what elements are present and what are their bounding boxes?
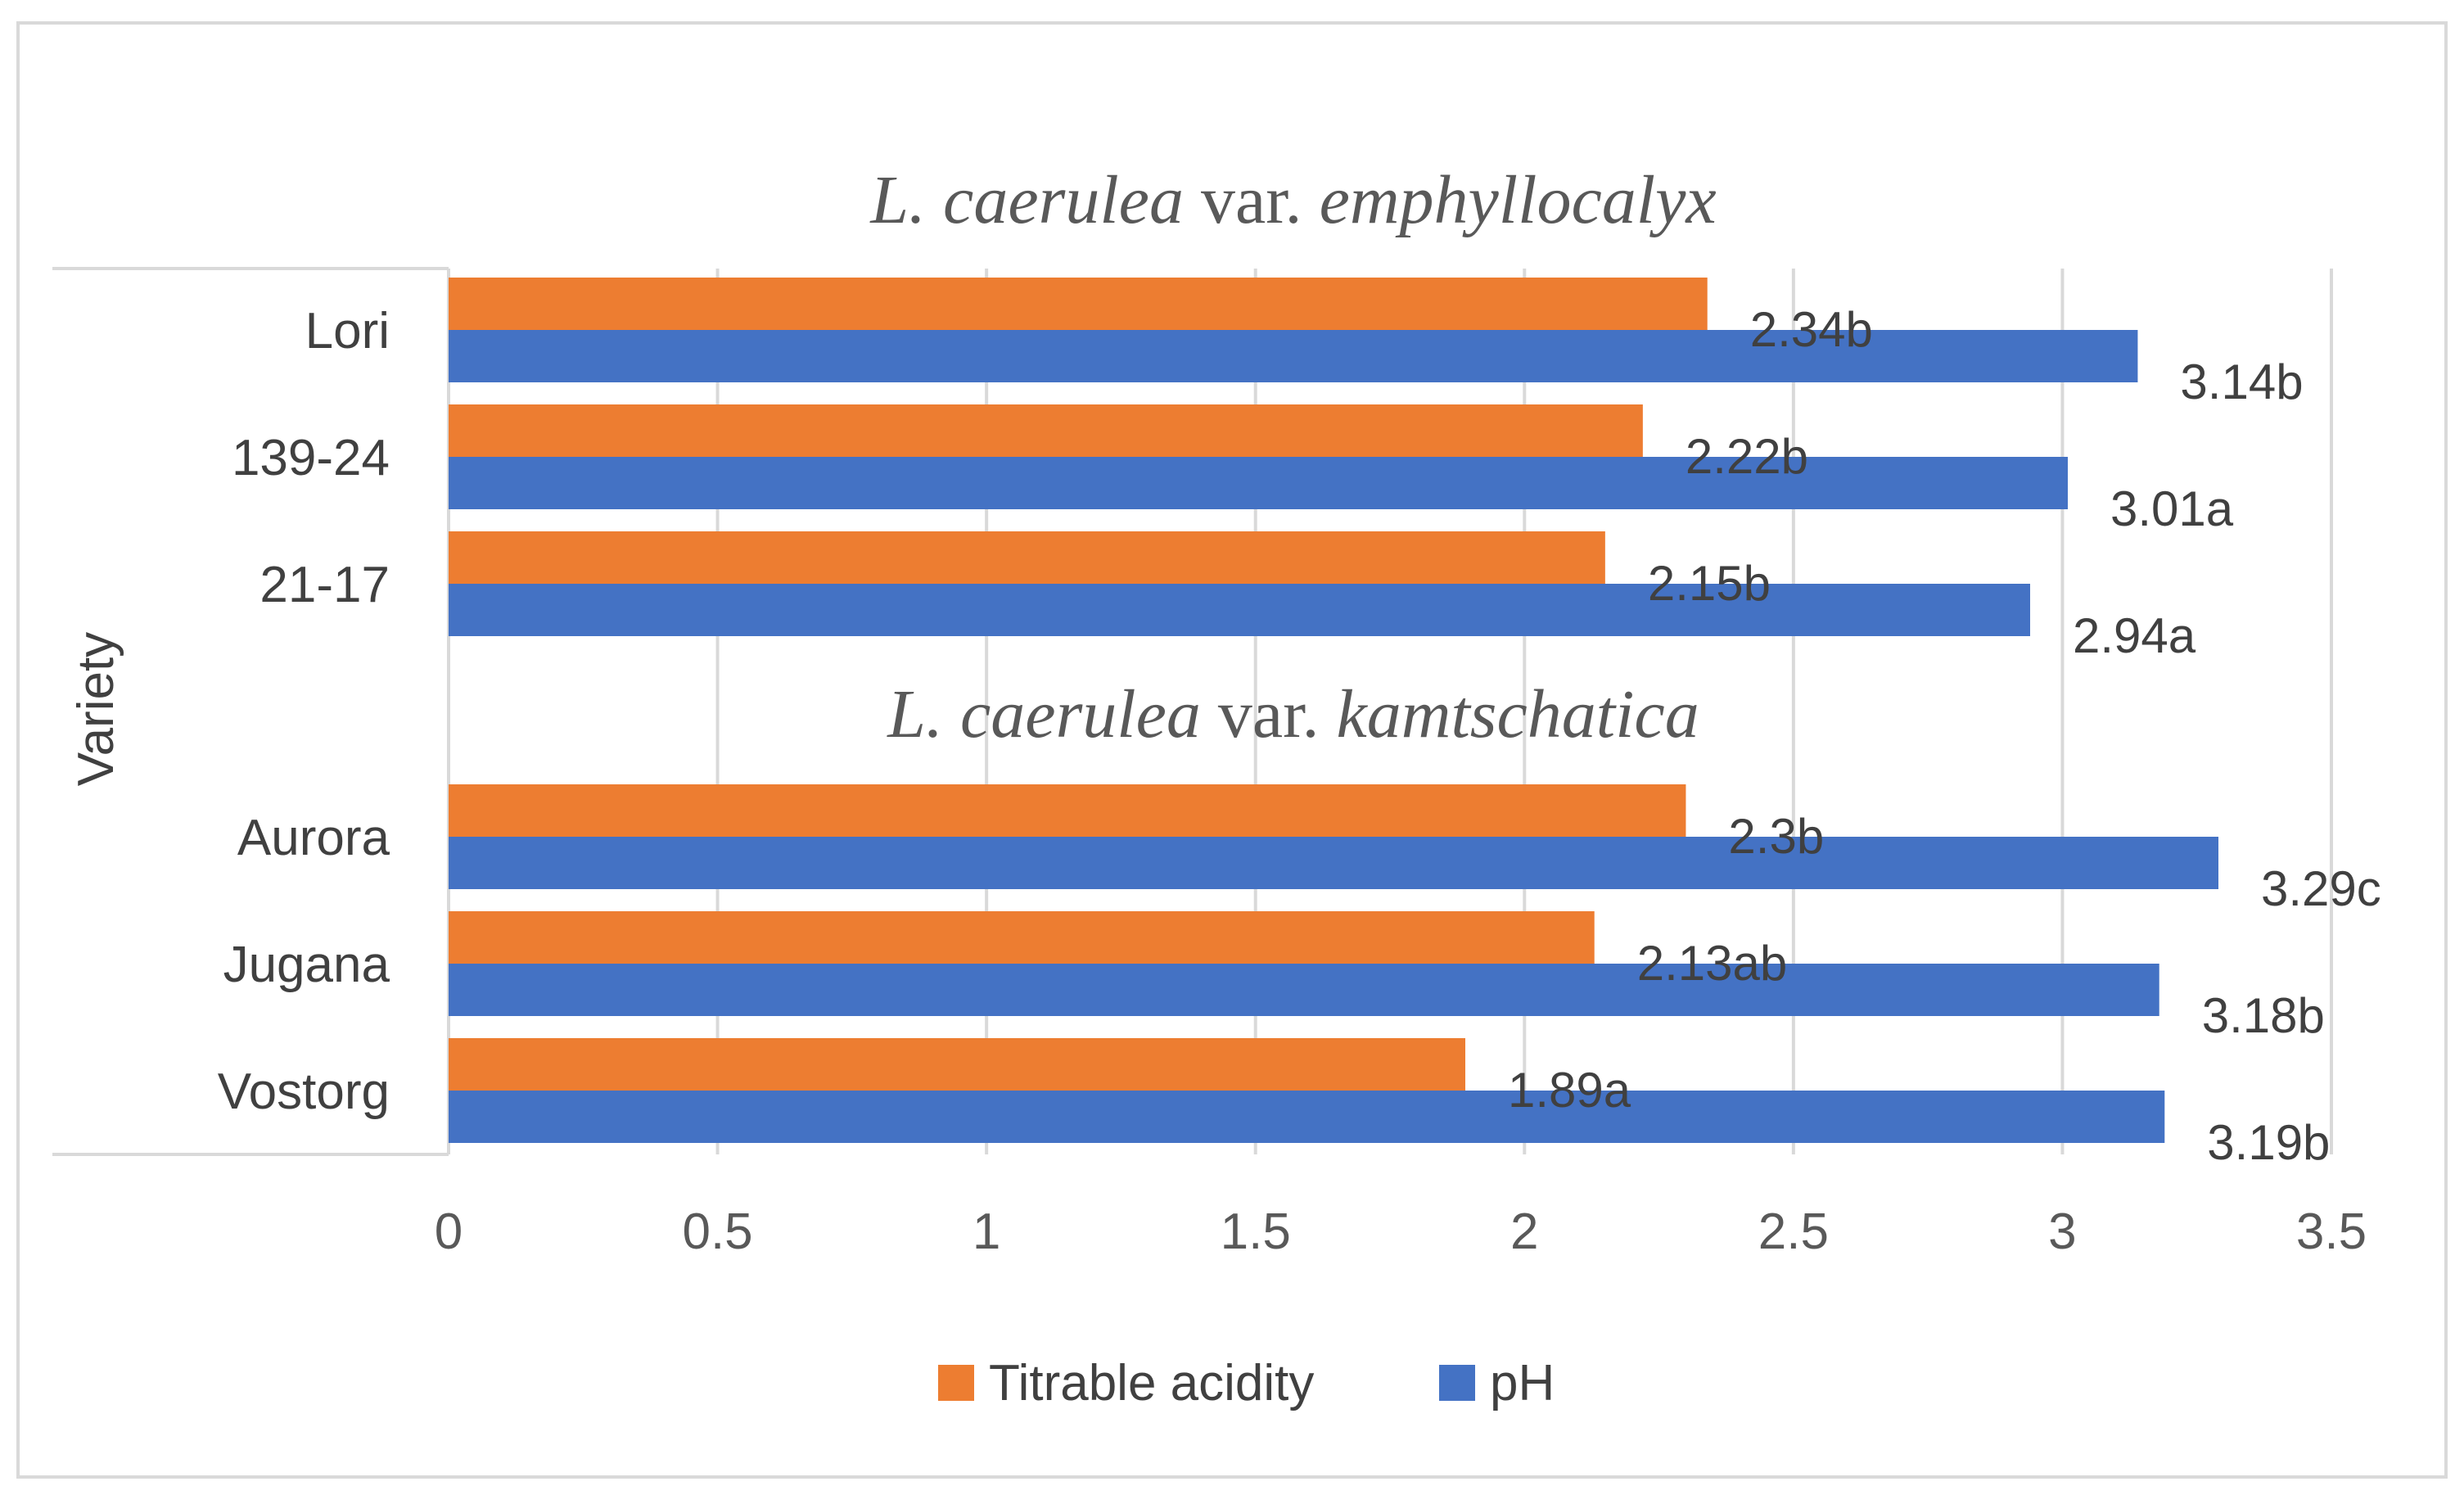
- y-axis-title: Variety: [68, 632, 124, 786]
- bar-titrable-acidity: [449, 1038, 1465, 1091]
- legend-label: Titrable acidity: [989, 1355, 1314, 1411]
- data-label: 3.18b: [2202, 988, 2325, 1043]
- bar-titrable-acidity: [449, 531, 1605, 584]
- data-label: 3.01a: [2110, 481, 2234, 536]
- data-label: 1.89a: [1508, 1063, 1631, 1118]
- category-label: 139-24: [232, 430, 390, 486]
- legend: Titrable acidity pH: [938, 1355, 1555, 1411]
- x-tick-labels: 0 0.5 1 1.5 2 2.5 3 3.5: [435, 1204, 2367, 1260]
- data-label: 3.19b: [2207, 1115, 2330, 1170]
- x-tick-label: 3: [2048, 1204, 2076, 1260]
- bar-ph: [449, 964, 2159, 1016]
- bar-ph: [449, 457, 2068, 509]
- x-tick-label: 2.5: [1758, 1204, 1829, 1260]
- x-tick-label: 2: [1510, 1204, 1538, 1260]
- data-label: 2.3b: [1728, 809, 1824, 864]
- data-label: 3.29c: [2261, 861, 2381, 916]
- group-title: L. caerulea var. kamtschatica: [887, 676, 1699, 752]
- data-label: 2.94a: [2073, 608, 2196, 663]
- legend-label: pH: [1490, 1355, 1555, 1411]
- group-title-genus: L. caerulea: [887, 676, 1201, 752]
- bar-titrable-acidity: [449, 278, 1708, 330]
- bars: [449, 278, 2218, 1143]
- data-labels: 2.34b 3.14b 2.22b 3.01a 2.15b 2.94a 2.3b 3.29c 2…: [1508, 302, 2381, 1170]
- category-label: Jugana: [223, 937, 390, 993]
- category-label: Lori: [305, 303, 390, 359]
- group-title-epithet: emphyllocalyx: [1320, 162, 1717, 238]
- bar-ph: [449, 330, 2138, 382]
- group-title-genus: L. caerulea: [869, 162, 1184, 238]
- group-title: L. caerulea var. emphyllocalyx: [869, 162, 1716, 238]
- x-tick-label: 0.5: [682, 1204, 752, 1260]
- bar-ph: [449, 584, 2030, 636]
- category-label: 21-17: [259, 557, 390, 613]
- x-tick-label: 0: [435, 1204, 463, 1260]
- data-label: 2.22b: [1686, 429, 1808, 484]
- x-tick-label: 3.5: [2296, 1204, 2367, 1260]
- x-tick-label: 1.5: [1221, 1204, 1291, 1260]
- group-title-epithet: kamtschatica: [1337, 676, 1699, 752]
- data-label: 2.34b: [1750, 302, 1873, 357]
- legend-swatch: [1439, 1365, 1475, 1401]
- bar-ph: [449, 1091, 2165, 1143]
- group-title-var: var.: [1184, 162, 1320, 238]
- data-label: 2.15b: [1648, 556, 1771, 611]
- x-tick-label: 1: [973, 1204, 1000, 1260]
- bar-titrable-acidity: [449, 404, 1643, 457]
- category-label: Vostorg: [218, 1064, 390, 1120]
- bar-ph: [449, 837, 2218, 889]
- category-labels: Lori 139-24 21-17 Aurora Jugana Vostorg: [218, 303, 390, 1120]
- chart-border: [16, 21, 2448, 1479]
- data-label: 3.14b: [2180, 355, 2303, 409]
- category-label: Aurora: [237, 810, 390, 866]
- data-label: 2.13ab: [1637, 936, 1788, 991]
- bar-titrable-acidity: [449, 784, 1686, 837]
- group-title-var: var.: [1201, 676, 1337, 752]
- legend-swatch: [938, 1365, 974, 1401]
- bar-titrable-acidity: [449, 911, 1595, 964]
